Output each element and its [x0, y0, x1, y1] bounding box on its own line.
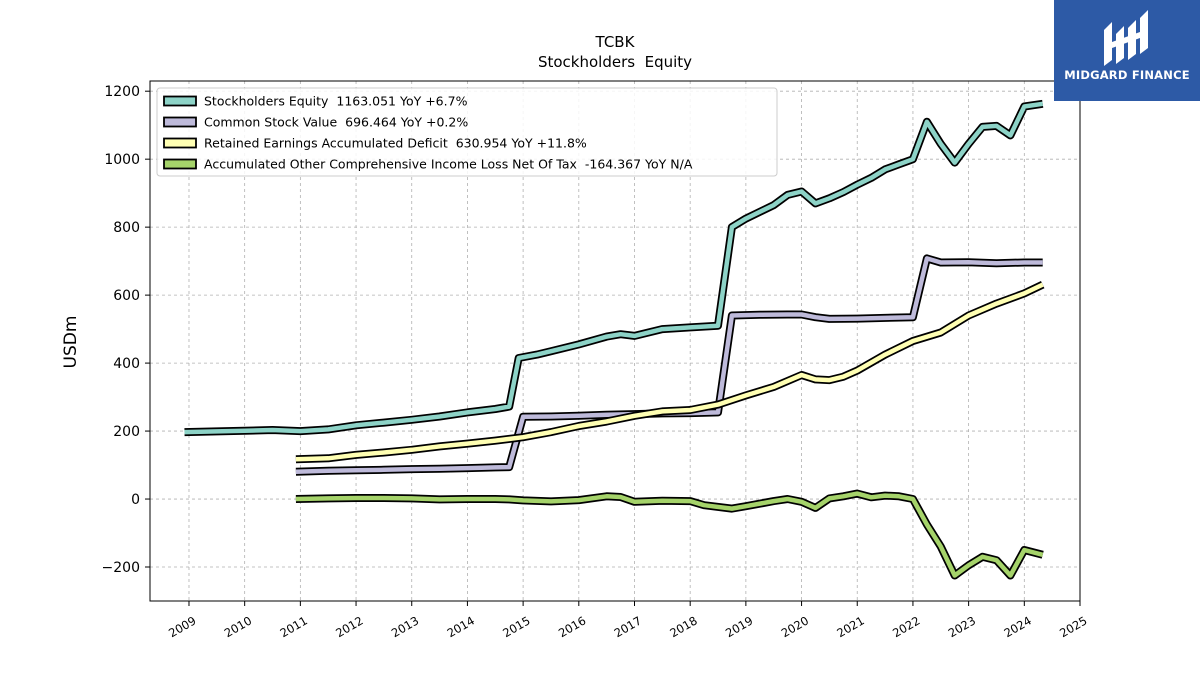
- x-tick-label: 2021: [834, 613, 866, 640]
- plot-frame: [149, 80, 1081, 602]
- y-tick-label: 600: [113, 288, 140, 304]
- legend-box: [156, 87, 778, 177]
- series-line: [295, 256, 1043, 475]
- x-tick-label: 2020: [779, 613, 811, 640]
- x-tick-label: 2017: [612, 613, 644, 640]
- x-tick-label: 2011: [278, 613, 310, 640]
- x-tick-label: 2012: [333, 613, 365, 640]
- y-tick-label: 1200: [104, 84, 140, 100]
- legend-label: Stockholders Equity 1163.051 YoY +6.7%: [204, 94, 468, 109]
- series-line-outline: [295, 280, 1045, 464]
- series-layer: [184, 99, 1045, 580]
- series-line: [295, 282, 1044, 462]
- x-tick-label: 2014: [445, 613, 477, 640]
- y-axis-label: USDm: [61, 316, 81, 369]
- y-tick-label: 0: [131, 492, 140, 508]
- x-tick-label: 2022: [890, 613, 922, 640]
- legend-swatch: [163, 158, 197, 170]
- midgard-logo-icon: [1104, 10, 1148, 66]
- y-tick-label: 400: [113, 356, 140, 372]
- x-tick-label: 2018: [667, 613, 699, 640]
- brand-logo: MIDGARD FINANCE: [1054, 0, 1200, 101]
- series-line: [184, 101, 1044, 435]
- legend-label: Common Stock Value 696.464 YoY +0.2%: [204, 115, 468, 130]
- x-tick-label: 2024: [1001, 613, 1033, 640]
- legend-swatch: [163, 116, 197, 128]
- x-tick-label: 2023: [946, 613, 978, 640]
- y-tick-label: −200: [102, 560, 140, 576]
- x-tick-label: 2013: [389, 613, 421, 640]
- x-tick-label: 2009: [166, 613, 198, 640]
- legend-swatch: [163, 137, 197, 149]
- legend-swatch: [163, 95, 197, 107]
- y-tick-label: 800: [113, 220, 140, 236]
- x-tick-label: 2019: [723, 613, 755, 640]
- series-line-outline: [295, 254, 1043, 476]
- x-tick-label: 2016: [556, 613, 588, 640]
- y-tick-label: 1000: [104, 152, 140, 168]
- legend: Stockholders Equity 1163.051 YoY +6.7% Co…: [156, 87, 778, 177]
- legend-label: Accumulated Other Comprehensive Income L…: [204, 157, 693, 172]
- chart-subtitle: Stockholders Equity: [538, 53, 692, 71]
- x-tick-label: 2010: [222, 613, 254, 640]
- x-tick-label: 2015: [500, 613, 532, 640]
- y-tick-label: 200: [113, 424, 140, 440]
- chart-title: TCBK: [595, 33, 636, 51]
- logo-text: MIDGARD FINANCE: [1064, 68, 1190, 82]
- series-line: [295, 491, 1044, 578]
- x-tick-label: 2025: [1057, 613, 1089, 640]
- legend-label: Retained Earnings Accumulated Deficit 63…: [204, 136, 587, 151]
